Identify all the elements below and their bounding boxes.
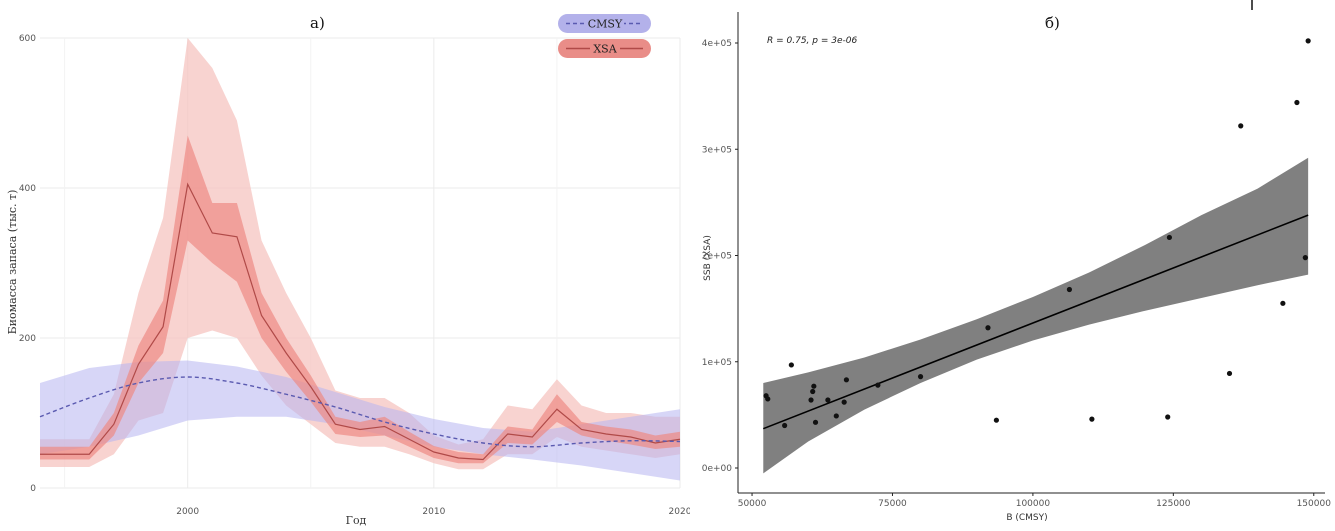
scatter-point [1066,286,1073,293]
scatter-point [782,422,788,429]
chart-b-panel-label: б) [1045,14,1060,32]
scatter-point [825,397,831,403]
y-tick-label: 0e+00 [702,464,733,474]
xsa-series-line [40,182,681,461]
x-tick-label: 2010 [422,507,445,517]
scatter-point [993,417,999,423]
scatter-point [843,377,850,383]
x-tick-label: 125000 [1156,499,1191,509]
y-tick-label: 400 [19,184,36,194]
chart-a-legend: CMSY XSA [558,14,651,58]
y-tick-label: 0 [30,484,36,494]
scatter-point [875,382,881,388]
y-tick-label: 4e+05 [702,39,732,49]
cmsy-series-line [39,376,681,448]
chart-a-plot-area: 0 200 400 600 2000 2010 2020 [19,34,690,517]
chart-b-x-axis-title: B (CMSY) [1006,513,1047,523]
scatter-point [985,325,991,331]
y-tick-label: 600 [19,34,36,44]
scatter-point [765,396,771,402]
x-tick-label: 150000 [1297,499,1332,509]
chart-a-svg: а) 0 200 400 600 2000 2010 2020 CMSY XSA Год Б… [6,14,690,527]
scatter-point [1166,234,1173,241]
chart-b-y-axis-title: SSB (XSA) [703,235,713,281]
y-tick-label: 1e+05 [702,358,732,368]
scatter-point [841,399,847,405]
scatter-point [833,413,839,419]
xsa-inner-confidence-band [40,135,680,464]
chart-b-svg: б) R = 0.75, p = 3e-06 B (CMSY) SSB (XSA… [702,0,1331,523]
y-tick-label: 3e+05 [702,145,732,155]
scatter-point [788,362,794,368]
legend-cmsy-label-bg [586,16,624,31]
x-tick-label: 2020 [669,507,690,517]
scatter-point [917,374,924,380]
chart-b-correlation-annotation: R = 0.75, p = 3e-06 [767,36,857,46]
legend-xsa-label-bg [590,41,620,56]
y-tick-label: 200 [19,334,36,344]
x-tick-label: 50000 [738,499,767,509]
scatter-point [1238,123,1244,129]
x-tick-label: 2000 [176,507,199,517]
x-tick-label: 75000 [878,499,907,509]
chart-a-y-axis-title: Биомасса запаса (тыс. т) [6,190,19,335]
legend-cmsy-label: CMSY [588,18,623,31]
y-tick-label: 2e+05 [702,252,732,262]
scatter-point [810,388,816,395]
scatter-point [1305,38,1311,44]
regression-line [762,214,1309,430]
chart-a-panel-label: а) [310,14,325,32]
scatter-point [812,419,819,425]
chart-panel-b: б) R = 0.75, p = 3e-06 B (CMSY) SSB (XSA… [690,0,1335,531]
chart-a-x-axis-title: Год [346,514,367,527]
scatter-point [1226,370,1233,377]
scatter-point [1294,99,1300,106]
scatter-point [1089,416,1095,422]
chart-b-plot-area: 0e+00 1e+05 2e+05 3e+05 4e+05 50000 75000 10000… [702,12,1331,509]
scatter-point [811,383,817,389]
scatter-point [1280,300,1286,306]
scatter-point [1165,414,1171,420]
cmsy-confidence-band [40,360,680,481]
xsa-outer-confidence-band [40,38,680,470]
scatter-point [808,397,814,403]
scatter-point [1302,255,1308,261]
regression-confidence-band [763,157,1309,474]
x-tick-label: 100000 [1016,499,1051,509]
chart-panel-a: а) 0 200 400 600 2000 2010 2020 CMSY XSA Год Б… [6,14,690,527]
legend-xsa-label: XSA [593,43,617,56]
